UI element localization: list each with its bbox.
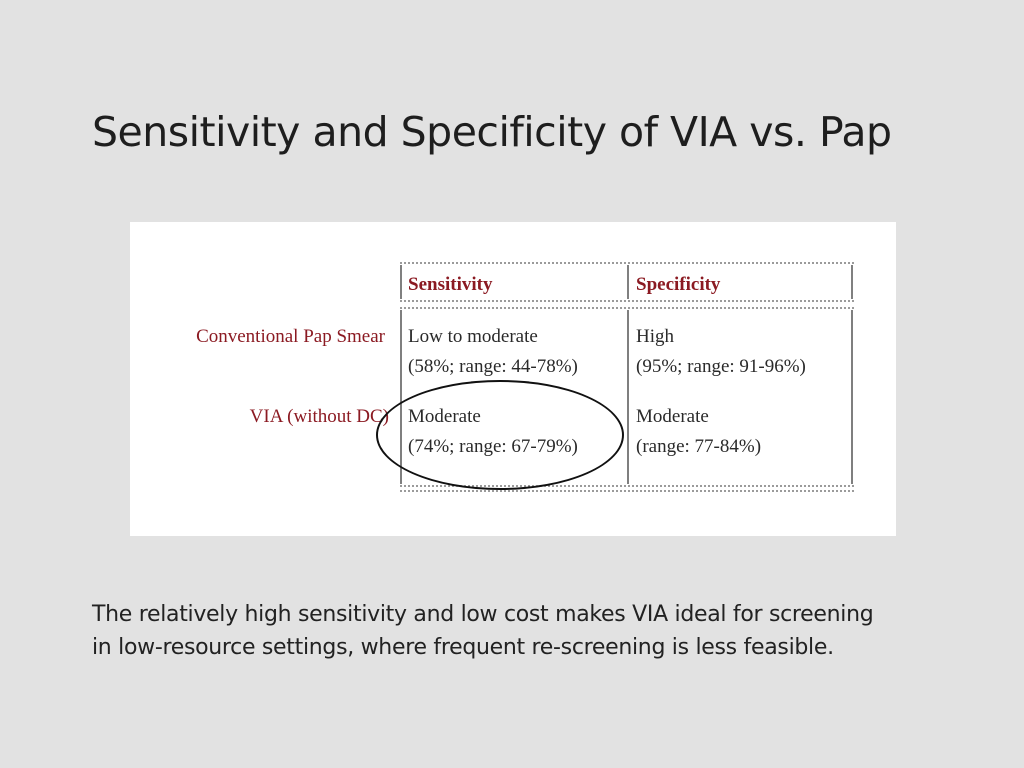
via-specificity-level: Moderate bbox=[636, 406, 709, 427]
comparison-table-image: Sensitivity Specificity Conventional Pap… bbox=[130, 222, 896, 536]
row-label-via: VIA (without DC) bbox=[249, 406, 389, 427]
highlight-circle bbox=[376, 380, 624, 490]
row-label-pap-smear: Conventional Pap Smear bbox=[196, 326, 385, 347]
header-specificity: Specificity bbox=[636, 274, 721, 295]
pap-specificity-level: High bbox=[636, 326, 674, 347]
via-specificity-range: (range: 77-84%) bbox=[636, 436, 762, 457]
pap-sensitivity-range: (58%; range: 44-78%) bbox=[408, 356, 578, 377]
caption-line-1: The relatively high sensitivity and low … bbox=[92, 602, 874, 627]
slide-caption: The relatively high sensitivity and low … bbox=[92, 598, 972, 664]
header-sensitivity: Sensitivity bbox=[408, 274, 493, 295]
pap-sensitivity-level: Low to moderate bbox=[408, 326, 538, 347]
caption-line-2: in low-resource settings, where frequent… bbox=[92, 635, 834, 660]
slide-title: Sensitivity and Specificity of VIA vs. P… bbox=[92, 108, 892, 156]
pap-specificity-range: (95%; range: 91-96%) bbox=[636, 356, 806, 377]
